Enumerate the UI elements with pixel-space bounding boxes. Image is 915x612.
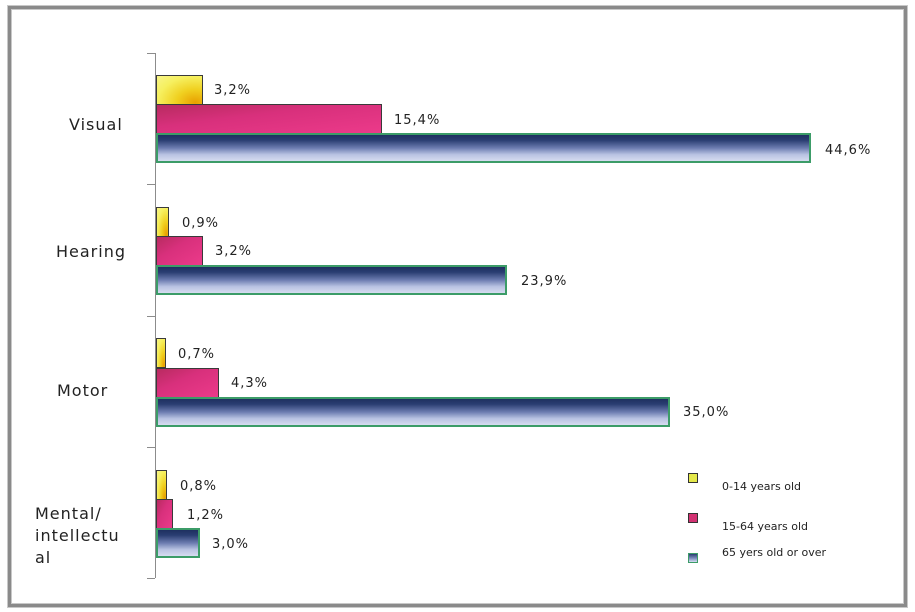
bar-65plus-visual — [156, 133, 811, 163]
axis-tick — [147, 184, 155, 185]
legend-label: 0-14 years old — [722, 480, 801, 493]
axis-tick — [147, 578, 155, 579]
value-label: 44,6% — [825, 143, 872, 158]
legend-label: 65 yers old or over — [722, 546, 827, 559]
category-label-line: intellectu — [35, 526, 120, 545]
value-label: 15,4% — [394, 113, 441, 128]
axis-tick — [147, 53, 155, 54]
axis-tick — [147, 316, 155, 317]
bar-65plus-mental — [156, 528, 200, 558]
category-label: Hearing — [56, 242, 126, 261]
legend-swatch-yellow-icon — [688, 473, 698, 483]
bar-65plus-hearing — [156, 265, 507, 295]
category-label: Visual — [69, 115, 123, 134]
value-label: 1,2% — [187, 508, 225, 523]
category-label-line: Mental/ — [35, 504, 102, 523]
bar-0-14-hearing — [156, 207, 169, 237]
category-axis — [155, 53, 156, 578]
value-label: 0,8% — [180, 479, 218, 494]
bar-0-14-visual — [156, 75, 203, 105]
chart-frame — [8, 6, 907, 607]
value-label: 35,0% — [683, 405, 730, 420]
bar-15-64-motor — [156, 368, 219, 398]
category-label: Motor — [57, 381, 109, 400]
bar-0-14-mental — [156, 470, 167, 500]
value-label: 3,2% — [214, 83, 252, 98]
axis-tick — [147, 447, 155, 448]
bar-0-14-motor — [156, 338, 166, 368]
bar-15-64-hearing — [156, 236, 203, 266]
value-label: 3,0% — [212, 537, 250, 552]
legend-swatch-pink-icon — [688, 513, 698, 523]
legend-label: 15-64 years old — [722, 520, 808, 533]
bar-15-64-visual — [156, 104, 382, 134]
value-label: 0,9% — [182, 216, 220, 231]
legend-swatch-navy-gradient-icon — [688, 553, 698, 563]
category-label-line: al — [35, 548, 52, 567]
bar-15-64-mental — [156, 499, 173, 529]
value-label: 4,3% — [231, 376, 269, 391]
value-label: 3,2% — [215, 244, 253, 259]
value-label: 23,9% — [521, 274, 568, 289]
bar-65plus-motor — [156, 397, 670, 427]
value-label: 0,7% — [178, 347, 216, 362]
